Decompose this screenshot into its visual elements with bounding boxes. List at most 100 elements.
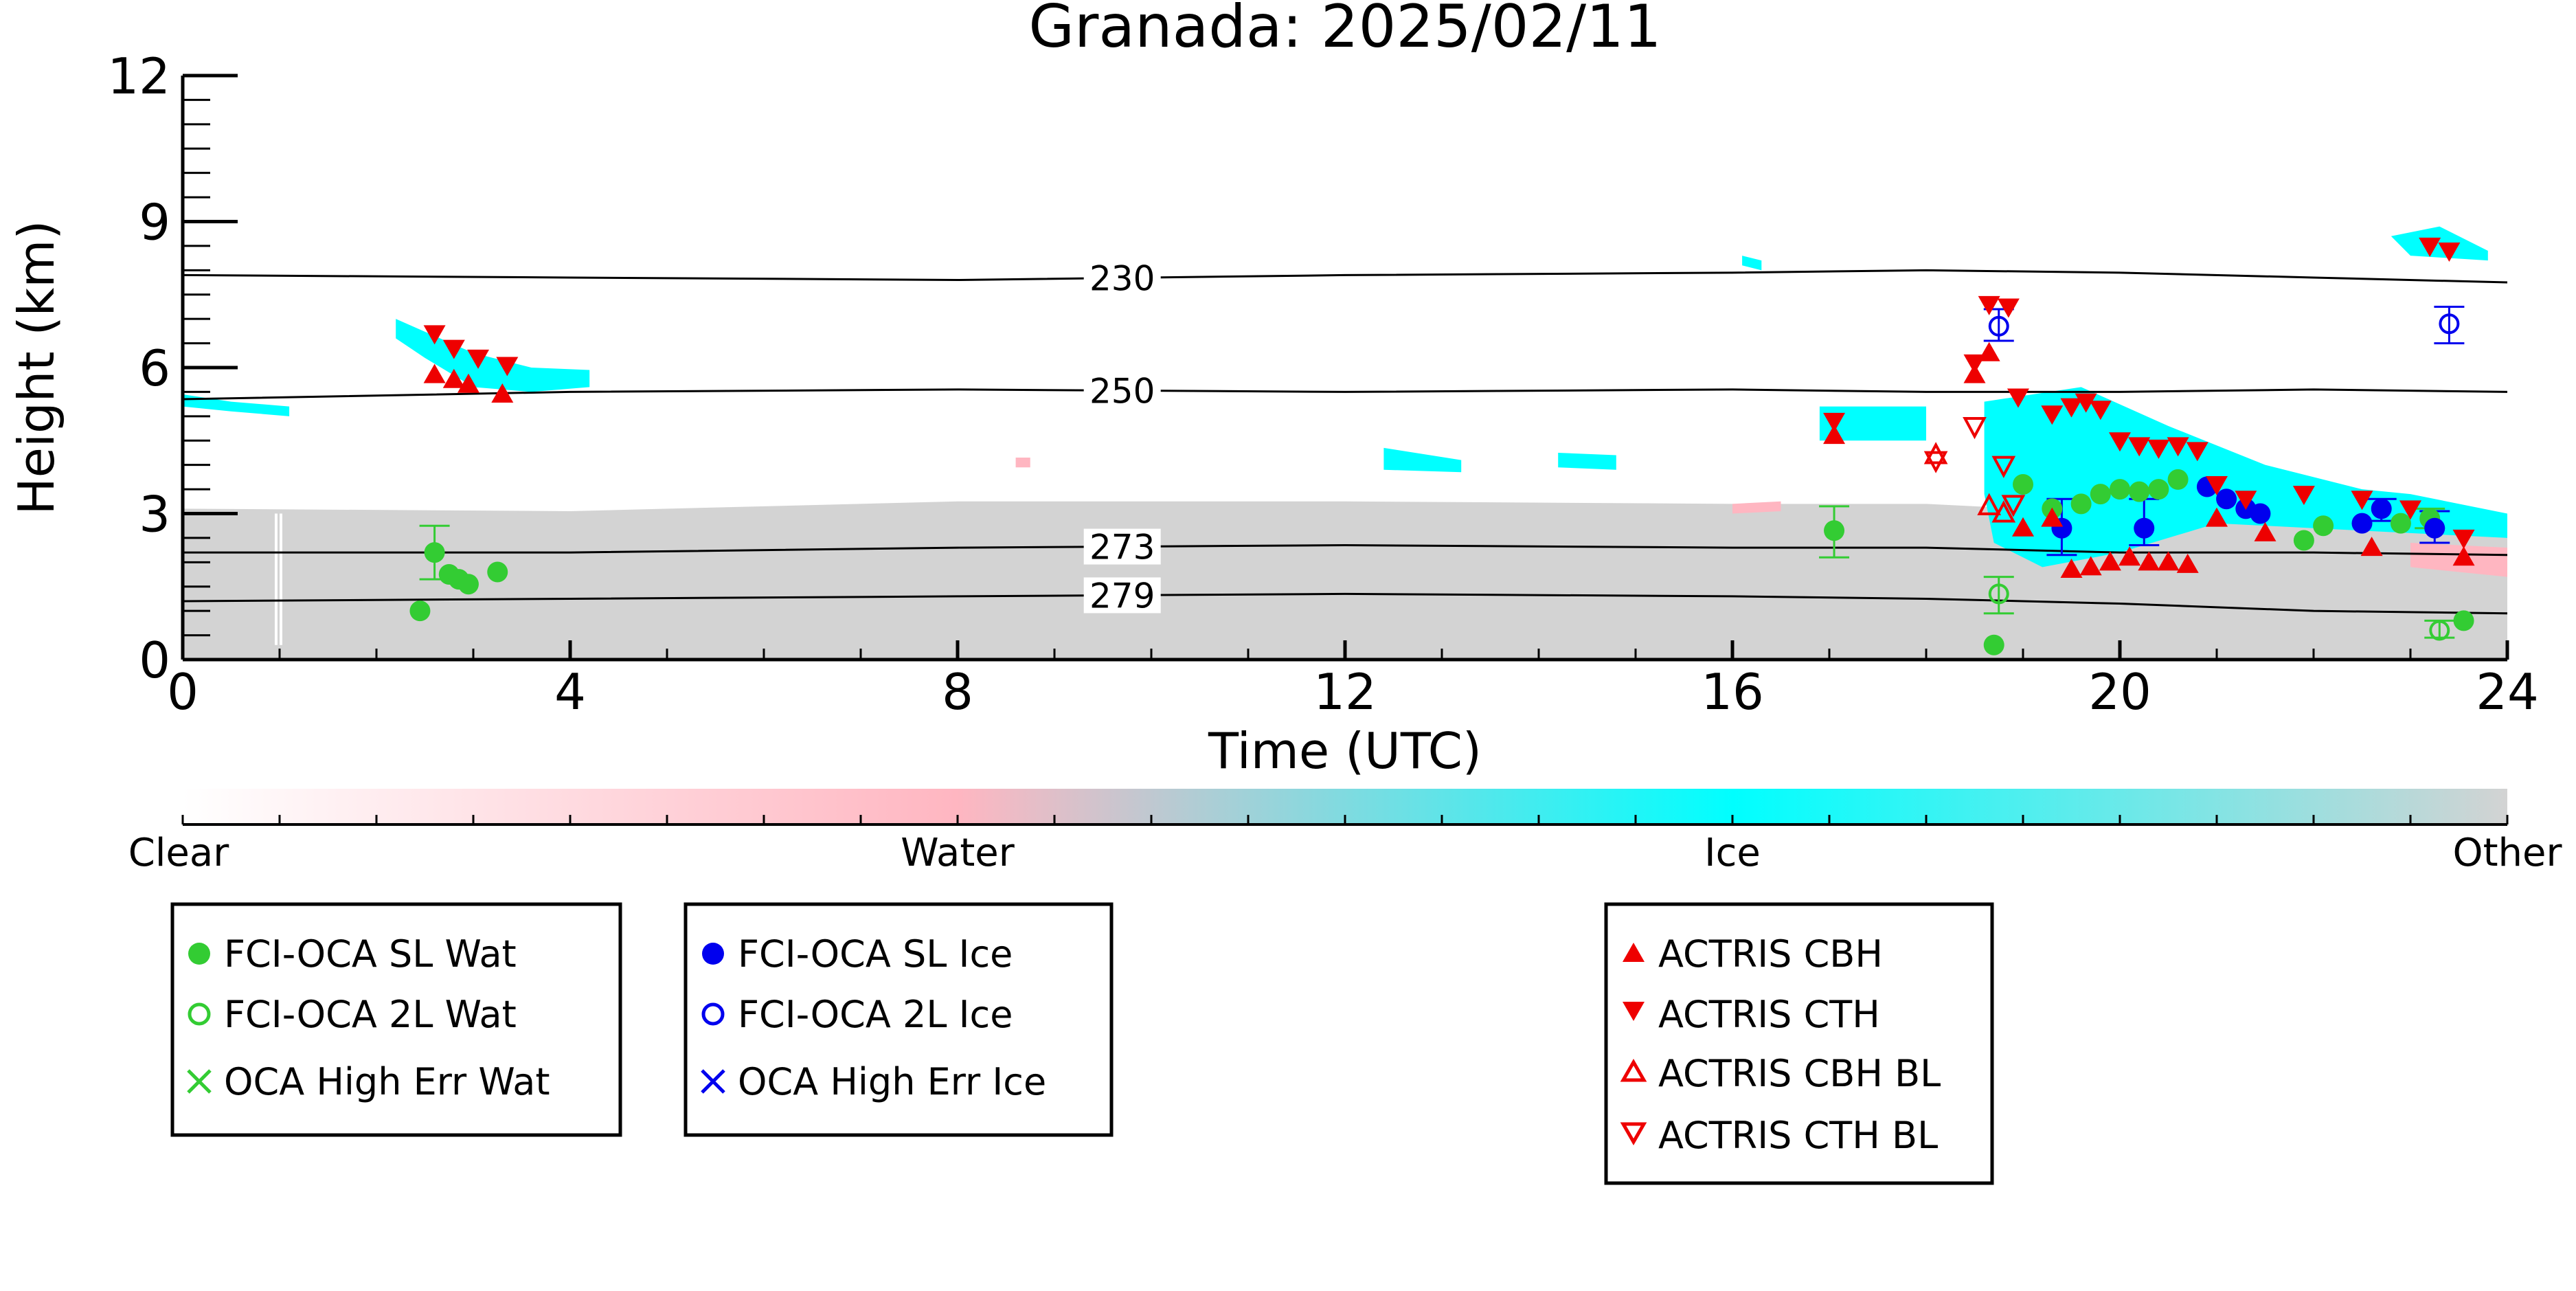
isotherm-label-bg: [1083, 372, 1161, 409]
marker-sl-ice: [2424, 517, 2445, 539]
marker-actris-cth: [2292, 486, 2315, 506]
isotherm-label-230: 230: [1089, 258, 1155, 298]
isotherm-label-279: 279: [1089, 576, 1155, 616]
colorbar-ticks: [181, 815, 2509, 824]
cloud-region-ice: [1383, 447, 1462, 473]
marker-sl-wat: [2313, 515, 2334, 537]
marker-2l-ice: [1988, 315, 2009, 337]
marker-actris-cth: [2007, 388, 2029, 408]
marker-actris-cbh: [491, 383, 514, 403]
marker-actris-cbh: [442, 368, 465, 388]
marker-sl-wat: [409, 600, 431, 622]
cloud-region-ice: [1984, 387, 2507, 568]
marker-actris-cbh: [2012, 517, 2034, 537]
marker-actris-cth: [2041, 405, 2064, 425]
cloud-region-water: [1732, 501, 1781, 514]
legend-cth-bl-marker: [1620, 1122, 1647, 1146]
legend-sl-ice-marker: [702, 943, 724, 965]
isotherm-label-bg: [1083, 260, 1161, 296]
isotherm-label-250: 250: [1089, 371, 1155, 411]
legend-sl-ice-label: FCI-OCA SL Ice: [738, 932, 1013, 976]
x-tick-label: 4: [554, 663, 586, 721]
marker-sl-wat: [2390, 513, 2411, 534]
legend-water-box: [170, 902, 622, 1137]
marker-sl-wat: [2090, 484, 2111, 505]
legend-actris: ACTRIS CBH ACTRIS CTH ACTRIS CBH BL ACTR…: [1604, 902, 1994, 1185]
y-tick-label: 6: [139, 339, 170, 397]
isotherm-line-279: [183, 592, 2507, 615]
isotherm-line-230: [183, 269, 2507, 284]
marker-sl-wat: [2013, 474, 2033, 495]
x-tick-label: 12: [1313, 663, 1377, 721]
legend-cbh-bl-label: ACTRIS CBH BL: [1658, 1052, 1941, 1095]
x-tick-label: 20: [2088, 663, 2151, 721]
marker-sl-wat: [2129, 481, 2150, 502]
legend-actris-box: [1604, 902, 1994, 1185]
marker-actris-cth: [2186, 442, 2208, 462]
legend-ice-box: [683, 902, 1114, 1137]
legend-2l-ice-label: FCI-OCA 2L Ice: [738, 993, 1013, 1036]
marker-sl-wat: [2293, 530, 2314, 551]
marker-actris-cth: [2167, 437, 2189, 457]
marker-actris-cbh-bl: [1991, 500, 2016, 523]
marker-actris-cbh: [2206, 507, 2228, 527]
cloud-region-ice: [183, 394, 290, 416]
y-tick-label: 12: [107, 47, 170, 105]
marker-actris-cth: [467, 349, 490, 369]
marker-2l-ice: [2439, 313, 2460, 335]
marker-actris-cth: [2060, 398, 2083, 418]
marker-actris-cth: [1978, 295, 2000, 315]
legend-err-ice-marker: [701, 1069, 725, 1094]
marker-actris-cth: [1997, 298, 2020, 318]
x-tick-label: 0: [167, 663, 199, 721]
marker-actris-cbh: [2452, 546, 2475, 566]
marker-actris-cth: [1823, 412, 1846, 432]
cloud-region-ice: [1819, 406, 1926, 441]
cloud-gap-stripe: [280, 513, 282, 645]
marker-actris-cth: [2452, 529, 2475, 549]
marker-actris-cbh: [2254, 521, 2276, 541]
colorbar-label-other: Other: [2452, 831, 2562, 875]
legend-err-wat-marker: [187, 1069, 212, 1094]
marker-actris-cth: [2206, 476, 2228, 495]
marker-2l-wat: [2429, 620, 2450, 641]
y-tick-label: 0: [139, 631, 170, 689]
marker-sl-ice: [2351, 513, 2373, 534]
marker-actris-cth: [2075, 393, 2097, 413]
chart-title: Granada: 2025/02/11: [1028, 0, 1661, 61]
marker-actris-cth-bl: [2001, 495, 2026, 517]
cloud-region-ice: [1558, 452, 1616, 470]
axes: 0 3 6 9 12 0 4 8 12 16 20 24: [107, 47, 2538, 721]
marker-sl-ice: [2371, 498, 2392, 519]
marker-sl-wat: [1824, 520, 1845, 541]
isotherm-label-273: 273: [1089, 528, 1155, 568]
marker-sl-wat: [2148, 479, 2169, 500]
marker-actris-cth: [2128, 437, 2151, 457]
marker-actris-cth: [2399, 500, 2421, 520]
cloud-gap-stripe: [274, 513, 278, 645]
marker-actris-cbh: [2157, 551, 2180, 571]
colorbar-label-water: Water: [901, 831, 1015, 875]
legend-water: FCI-OCA SL Wat FCI-OCA 2L Wat OCA High E…: [170, 902, 622, 1137]
marker-actris-cth: [442, 339, 465, 359]
marker-actris-cbh: [2060, 558, 2083, 578]
colorbar: Clear Water Ice Other: [128, 789, 2562, 875]
legend-sl-wat-marker: [188, 943, 210, 965]
marker-actris-cbh: [423, 363, 446, 383]
marker-actris-cth: [423, 325, 446, 345]
legend-cth-label: ACTRIS CTH: [1658, 993, 1880, 1036]
colorbar-label-ice: Ice: [1704, 831, 1761, 875]
marker-sl-wat: [2167, 469, 2189, 490]
marker-actris-cth: [2147, 439, 2170, 459]
isotherm-label-bg: [1083, 577, 1161, 614]
marker-actris-cbh: [2176, 553, 2199, 573]
legend-err-wat-label: OCA High Err Wat: [224, 1060, 550, 1103]
legend-cth-bl-label: ACTRIS CTH BL: [1658, 1114, 1938, 1157]
legend-ice: FCI-OCA SL Ice FCI-OCA 2L Ice OCA High E…: [683, 902, 1114, 1137]
marker-sl-wat: [1983, 634, 2004, 655]
marker-actris-cbh: [2041, 507, 2064, 527]
isotherm-layer: 230 250 273 279: [183, 258, 2507, 616]
x-tick-label: 24: [2476, 663, 2539, 721]
marker-actris-cth: [2109, 432, 2131, 452]
